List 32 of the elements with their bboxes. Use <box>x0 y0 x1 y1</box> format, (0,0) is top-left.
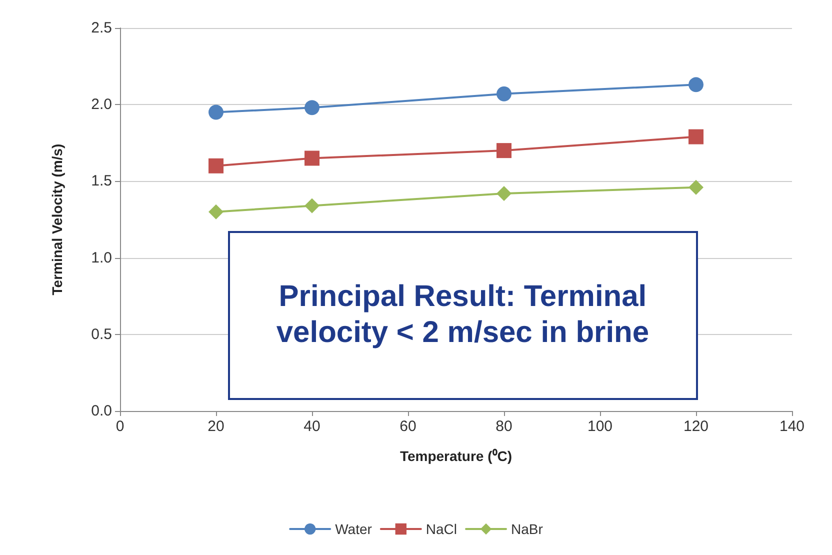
point <box>304 198 320 214</box>
x-tick-label: 120 <box>683 418 709 435</box>
point <box>496 186 512 201</box>
x-tick-label: 40 <box>304 418 320 435</box>
y-tick-label: 0.0 <box>91 402 112 420</box>
legend-label: NaCl <box>426 521 458 537</box>
x-tick-label: 60 <box>400 418 416 435</box>
point <box>688 129 704 144</box>
x-tick-label: 20 <box>208 418 224 435</box>
x-axis-title: Temperature (⁰C) <box>400 448 512 464</box>
point <box>304 100 320 116</box>
y-tick-label: 1.0 <box>91 249 112 266</box>
y-axis-title: Terminal Velocity (m/s) <box>49 144 65 296</box>
point <box>688 77 704 92</box>
text-box: Principal Result: Terminal velocity < 2 m/sec in brine <box>228 230 698 400</box>
legend-label: NaBr <box>511 521 544 537</box>
x-tick-label: 140 <box>779 418 805 435</box>
x-tick-label: 80 <box>496 418 512 435</box>
point <box>496 143 512 158</box>
point <box>208 104 224 120</box>
point <box>688 180 704 195</box>
point <box>496 86 512 102</box>
x-tick-label: 100 <box>587 418 613 435</box>
y-tick-label: 1.5 <box>91 172 112 190</box>
point <box>208 204 224 220</box>
point <box>208 158 224 174</box>
point <box>304 150 320 166</box>
y-tick-label: 2.5 <box>91 20 112 36</box>
legend-label: Water <box>335 521 372 537</box>
y-tick-label: 2.0 <box>91 96 112 114</box>
x-tick-label: 0 <box>116 418 124 435</box>
y-tick-label: 0.5 <box>91 326 112 343</box>
